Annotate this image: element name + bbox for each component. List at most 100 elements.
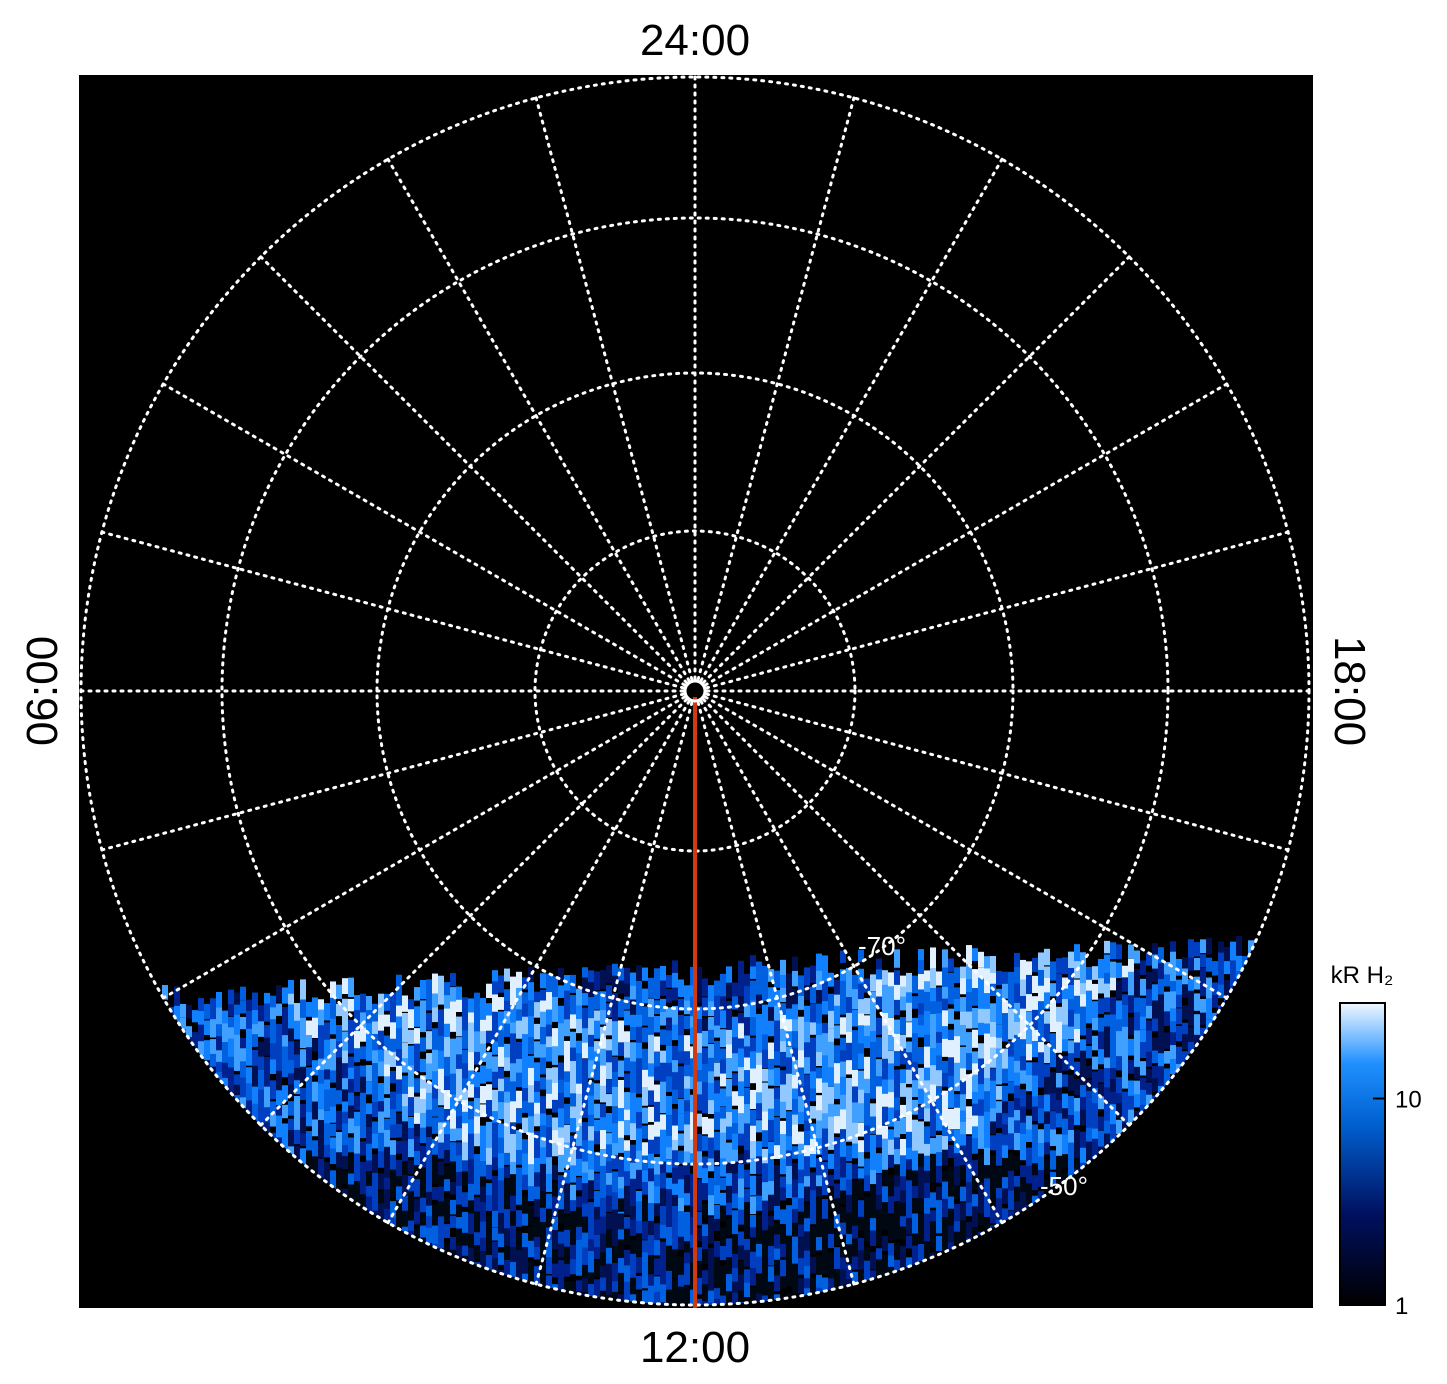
emission-pixel (444, 1179, 450, 1192)
emission-pixel (348, 977, 354, 998)
colorbar-tick-label: 1 (1395, 1293, 1408, 1320)
emission-pixel (576, 1053, 582, 1075)
emission-pixel (624, 968, 630, 990)
emission-pixel (1014, 1072, 1020, 1086)
emission-pixel (936, 987, 942, 1013)
emission-pixel (618, 967, 624, 986)
emission-pixel (1032, 1138, 1038, 1165)
emission-pixel (612, 1071, 618, 1088)
emission-pixel (738, 1133, 744, 1146)
emission-pixel (636, 1058, 642, 1078)
emission-pixel (858, 1237, 864, 1257)
emission-pixel (534, 1199, 540, 1217)
emission-pixel (804, 1204, 810, 1224)
emission-pixel (606, 985, 612, 1002)
emission-pixel (858, 1216, 864, 1231)
emission-pixel (1020, 1070, 1026, 1084)
emission-pixel (612, 1086, 618, 1107)
emission-pixel (1086, 1127, 1092, 1152)
emission-pixel (720, 1265, 726, 1288)
emission-pixel (1032, 975, 1038, 994)
emission-pixel (366, 1309, 372, 1332)
emission-pixel (384, 1035, 390, 1060)
emission-pixel (576, 1158, 582, 1176)
emission-pixel (906, 1069, 912, 1084)
emission-pixel (252, 1065, 258, 1092)
emission-pixel (456, 1101, 462, 1127)
emission-pixel (792, 1019, 798, 1040)
emission-pixel (480, 1161, 486, 1181)
emission-pixel (402, 1058, 408, 1073)
emission-pixel (258, 1021, 264, 1037)
emission-pixel (930, 947, 936, 969)
emission-pixel (840, 1109, 846, 1136)
emission-pixel (846, 1234, 852, 1252)
emission-pixel (738, 1023, 744, 1041)
emission-pixel (654, 1101, 660, 1128)
emission-pixel (930, 1001, 936, 1021)
emission-pixel (972, 948, 978, 961)
emission-pixel (768, 1266, 774, 1285)
emission-pixel (960, 1186, 966, 1202)
emission-pixel (408, 1045, 414, 1071)
emission-pixel (756, 1064, 762, 1083)
emission-pixel (1122, 1105, 1128, 1131)
emission-pixel (654, 1291, 660, 1305)
emission-pixel (846, 967, 852, 991)
emission-pixel (606, 1079, 612, 1094)
emission-pixel (666, 1147, 672, 1160)
emission-pixel (666, 1189, 672, 1209)
emission-pixel (414, 1136, 420, 1151)
emission-pixel (1026, 974, 1032, 995)
emission-pixel (882, 1186, 888, 1208)
emission-pixel (972, 1226, 978, 1243)
emission-pixel (798, 1086, 804, 1100)
emission-pixel (444, 995, 450, 1021)
emission-pixel (1104, 997, 1110, 1013)
emission-pixel (858, 1269, 864, 1294)
emission-pixel (1014, 1034, 1020, 1051)
emission-pixel (852, 1086, 858, 1109)
emission-pixel (960, 978, 966, 995)
emission-pixel (840, 1076, 846, 1103)
emission-pixel (1164, 1068, 1170, 1091)
emission-pixel (780, 1051, 786, 1067)
emission-pixel (786, 1309, 792, 1332)
emission-pixel (834, 1045, 840, 1069)
emission-pixel (756, 1141, 762, 1160)
emission-pixel (234, 1004, 240, 1019)
emission-pixel (840, 1242, 846, 1267)
emission-pixel (870, 1054, 876, 1080)
emission-pixel (528, 966, 534, 987)
emission-pixel (792, 1162, 798, 1188)
emission-pixel (696, 1006, 702, 1023)
emission-pixel (906, 1100, 912, 1116)
emission-pixel (264, 1025, 270, 1043)
emission-pixel (282, 1006, 288, 1024)
emission-pixel (360, 1106, 366, 1130)
emission-pixel (930, 1171, 936, 1184)
emission-pixel (1110, 997, 1116, 1024)
emission-pixel (540, 1180, 546, 1201)
emission-pixel (1176, 994, 1182, 1008)
emission-pixel (480, 1043, 486, 1062)
emission-pixel (936, 1152, 942, 1171)
emission-pixel (516, 1262, 522, 1284)
emission-pixel (882, 1202, 888, 1216)
emission-pixel (966, 964, 972, 987)
emission-pixel (756, 1052, 762, 1072)
emission-pixel (1038, 1095, 1044, 1118)
emission-pixel (726, 1257, 732, 1275)
emission-pixel (816, 1120, 822, 1141)
emission-pixel (666, 1045, 672, 1068)
emission-pixel (264, 1069, 270, 1094)
emission-pixel (1026, 1183, 1032, 1208)
emission-pixel (276, 1003, 282, 1016)
emission-pixel (528, 982, 534, 1008)
emission-pixel (630, 1267, 636, 1286)
emission-pixel (390, 1201, 396, 1224)
emission-pixel (1116, 980, 1122, 999)
emission-pixel (546, 1257, 552, 1274)
emission-pixel (618, 1108, 624, 1128)
emission-pixel (750, 1288, 756, 1305)
